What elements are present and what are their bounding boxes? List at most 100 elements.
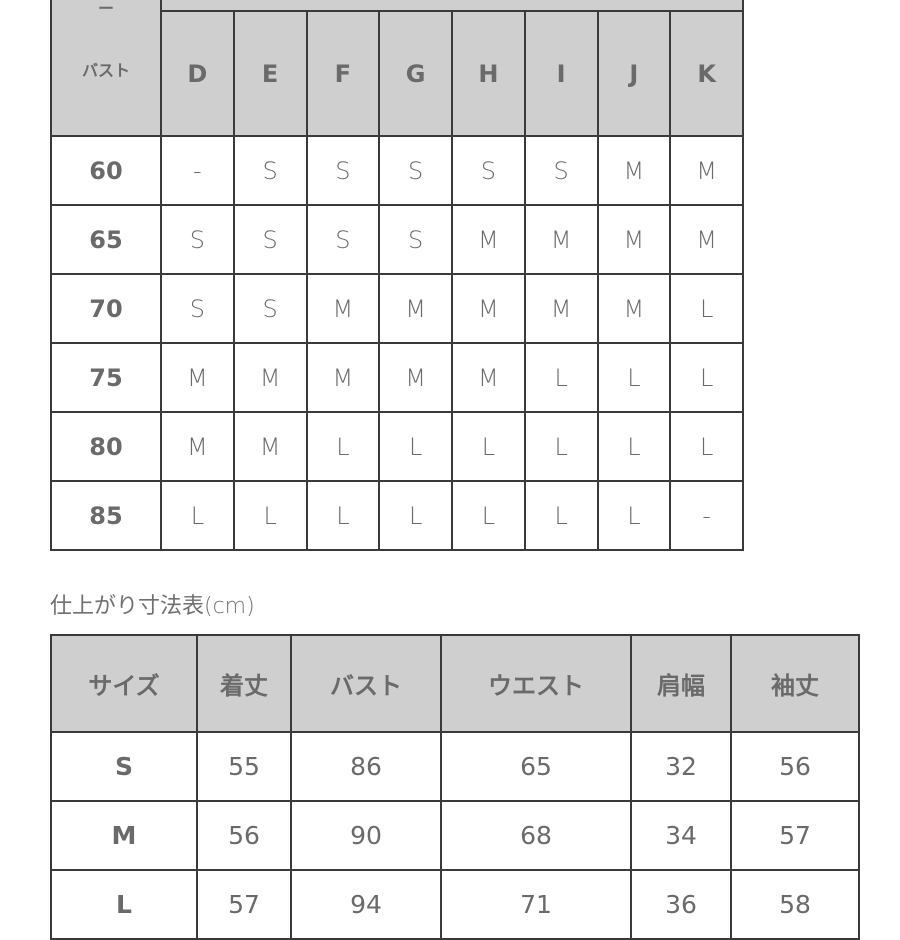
measurement-cell: 32 bbox=[630, 731, 732, 802]
size-cell: M bbox=[523, 204, 599, 275]
measurement-cell: 56 bbox=[196, 800, 292, 871]
column-header: サイズ bbox=[50, 634, 198, 733]
size-cell: - bbox=[160, 135, 235, 206]
size-cell: S bbox=[232, 135, 308, 206]
measurement-cell: 68 bbox=[440, 800, 632, 871]
size-cell: L bbox=[232, 480, 308, 551]
size-cell: M bbox=[451, 342, 526, 413]
measurement-cell: 57 bbox=[730, 800, 860, 871]
size-label-cell: M bbox=[50, 800, 198, 871]
size-cell: L bbox=[523, 480, 599, 551]
size-cell: M bbox=[596, 273, 672, 344]
size-cell: M bbox=[523, 273, 599, 344]
finished-size-table: サイズ 着丈 バスト ウエスト 肩幅 袖丈 S 55 86 65 32 56 M 56 90 68 34 57 L… bbox=[50, 634, 860, 940]
cup-header-G: G bbox=[378, 10, 453, 137]
size-cell: M bbox=[451, 204, 526, 275]
table-row: 65 S S S S M M M M bbox=[50, 204, 744, 275]
measurement-cell: 58 bbox=[730, 869, 860, 940]
size-cell: L bbox=[451, 480, 526, 551]
size-cell: M bbox=[305, 273, 381, 344]
under-bust-cell: 85 bbox=[50, 480, 162, 551]
size-cell: M bbox=[378, 342, 453, 413]
size-label-cell: S bbox=[50, 731, 198, 802]
measurement-cell: 57 bbox=[196, 869, 292, 940]
size-cell: M bbox=[232, 411, 308, 482]
size-cell: M bbox=[378, 273, 453, 344]
size-cell: M bbox=[160, 411, 235, 482]
measurement-cell: 90 bbox=[290, 800, 442, 871]
corner-label-line-2: バスト bbox=[81, 60, 130, 80]
cup-header-J: J bbox=[596, 10, 672, 137]
under-bust-cell: 70 bbox=[50, 273, 162, 344]
size-cell: S bbox=[523, 135, 599, 206]
measurement-cell: 55 bbox=[196, 731, 292, 802]
column-header: 袖丈 bbox=[730, 634, 860, 733]
size-cell: M bbox=[596, 204, 672, 275]
cup-header-F: F bbox=[305, 10, 381, 137]
size-cell: - bbox=[669, 480, 744, 551]
top-header-strip bbox=[160, 0, 744, 12]
size-cell: M bbox=[305, 342, 381, 413]
table-row: 85 L L L L L L L - bbox=[50, 480, 744, 551]
size-cell: M bbox=[596, 135, 672, 206]
table-row: 75 M M M M M L L L bbox=[50, 342, 744, 413]
cup-header-E: E bbox=[232, 10, 308, 137]
size-cell: S bbox=[451, 135, 526, 206]
size-cell: M bbox=[160, 342, 235, 413]
table-row: S 55 86 65 32 56 bbox=[50, 731, 860, 802]
size-cell: S bbox=[160, 273, 235, 344]
size-cell: L bbox=[669, 273, 744, 344]
finished-size-title: 仕上がり寸法表(cm) bbox=[50, 594, 255, 619]
measurement-cell: 86 bbox=[290, 731, 442, 802]
size-cell: S bbox=[160, 204, 235, 275]
size-cell: L bbox=[669, 411, 744, 482]
cup-header-D: D bbox=[160, 10, 235, 137]
measurement-cell: 71 bbox=[440, 869, 632, 940]
table-row: 70 S S M M M M M L bbox=[50, 273, 744, 344]
size-label-cell: L bbox=[50, 869, 198, 940]
size-cell: L bbox=[305, 411, 381, 482]
table-row: M 56 90 68 34 57 bbox=[50, 800, 860, 871]
measurement-cell: 56 bbox=[730, 731, 860, 802]
size-cell: S bbox=[232, 273, 308, 344]
size-cell: L bbox=[596, 342, 672, 413]
size-cell: L bbox=[596, 480, 672, 551]
size-cell: L bbox=[378, 480, 453, 551]
under-bust-cell: 60 bbox=[50, 135, 162, 206]
cup-header-I: I bbox=[523, 10, 599, 137]
table-row: 60- S S S S S M M bbox=[50, 135, 744, 206]
measurement-cell: 36 bbox=[630, 869, 732, 940]
size-cell: S bbox=[378, 204, 453, 275]
size-cell: L bbox=[451, 411, 526, 482]
size-cell: S bbox=[305, 135, 381, 206]
size-cell: L bbox=[523, 411, 599, 482]
cup-header-K: K bbox=[669, 10, 744, 137]
size-cell: M bbox=[669, 135, 744, 206]
size-cell: M bbox=[232, 342, 308, 413]
measurement-cell: 34 bbox=[630, 800, 732, 871]
cup-header-H: H bbox=[451, 10, 526, 137]
under-bust-cell: 65 bbox=[50, 204, 162, 275]
size-cell: L bbox=[305, 480, 381, 551]
column-header: 着丈 bbox=[196, 634, 292, 733]
size-cell: L bbox=[596, 411, 672, 482]
size-cell: M bbox=[669, 204, 744, 275]
size-cell: S bbox=[232, 204, 308, 275]
column-header: バスト bbox=[290, 634, 442, 733]
column-header: ウエスト bbox=[440, 634, 632, 733]
column-header: 肩幅 bbox=[630, 634, 732, 733]
size-cell: L bbox=[160, 480, 235, 551]
corner-header: ーバスト bbox=[50, 0, 162, 137]
measurement-cell: 94 bbox=[290, 869, 442, 940]
size-cell: S bbox=[378, 135, 453, 206]
size-cell: L bbox=[378, 411, 453, 482]
under-bust-cell: 75 bbox=[50, 342, 162, 413]
size-cell: S bbox=[305, 204, 381, 275]
measurement-cell: 65 bbox=[440, 731, 632, 802]
table-row: 80 M M L L L L L L bbox=[50, 411, 744, 482]
size-cell: M bbox=[451, 273, 526, 344]
under-bust-cell: 80 bbox=[50, 411, 162, 482]
table-row: L 57 94 71 36 58 bbox=[50, 869, 860, 940]
size-cell: L bbox=[523, 342, 599, 413]
